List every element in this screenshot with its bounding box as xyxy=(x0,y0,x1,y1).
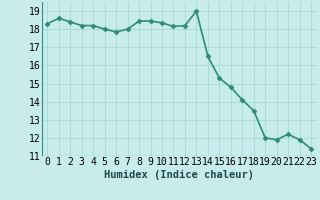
X-axis label: Humidex (Indice chaleur): Humidex (Indice chaleur) xyxy=(104,170,254,180)
